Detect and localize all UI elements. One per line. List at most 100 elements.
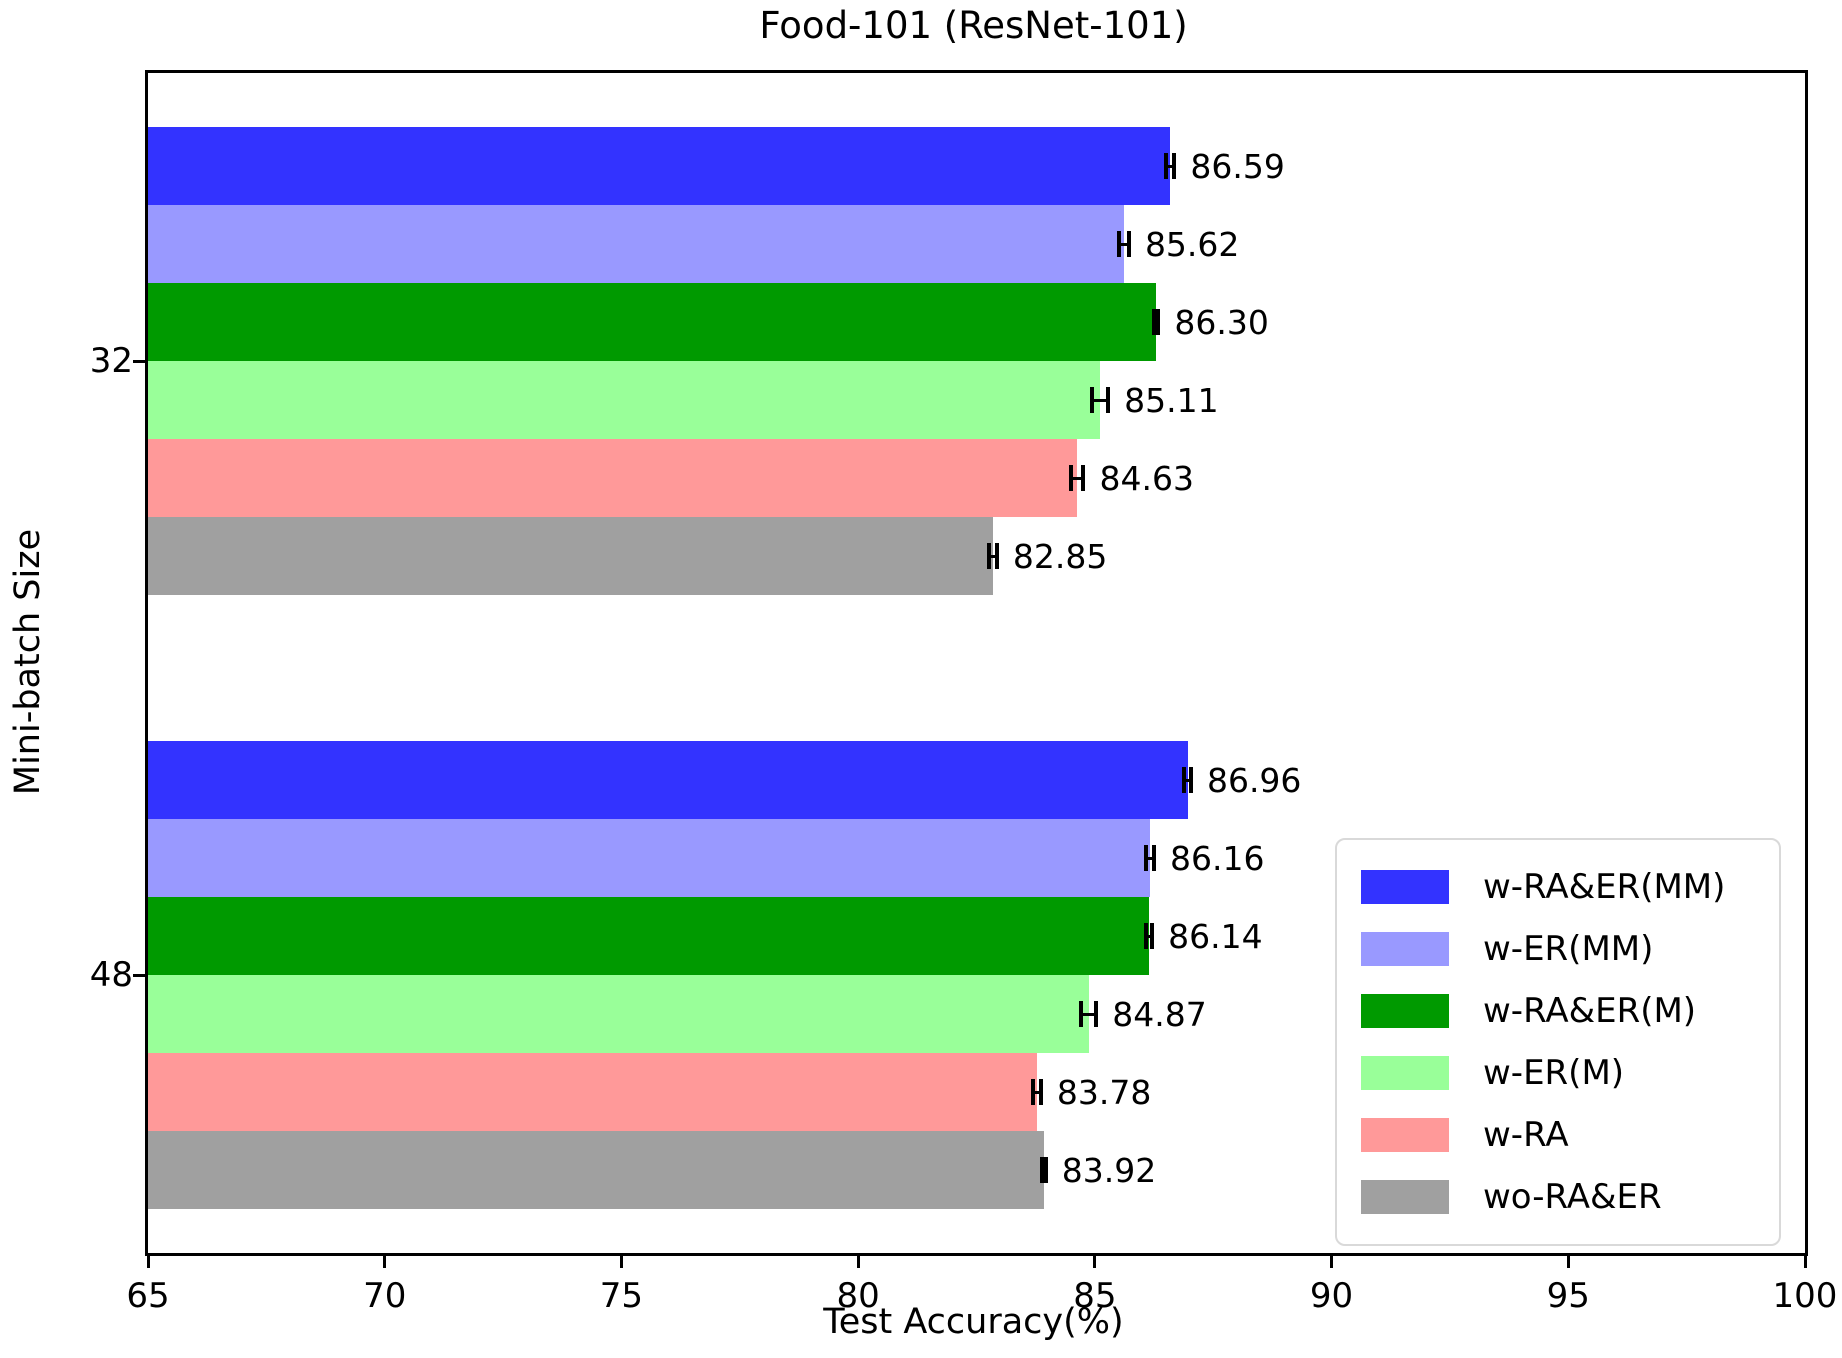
error-bar-cap	[994, 543, 999, 569]
error-bar-cap	[1031, 1079, 1036, 1105]
legend-item-label: w-RA&ER(MM)	[1483, 867, 1726, 907]
x-tick-mark	[1803, 1256, 1807, 1268]
error-bar-cap	[1094, 1001, 1099, 1027]
error-bar	[1092, 398, 1109, 402]
bar-48-w-RA&ER(MM)	[148, 741, 1188, 819]
error-bar-cap	[1188, 767, 1193, 793]
error-bar	[1165, 164, 1175, 168]
y-tick-label: 48	[89, 955, 133, 995]
legend-item-w-RA&ER(MM): w-RA&ER(MM)	[1361, 856, 1779, 918]
y-tick-mark	[133, 973, 145, 977]
legend-swatch	[1361, 1118, 1449, 1152]
legend-item-label: w-RA	[1483, 1115, 1569, 1155]
x-tick-label: 100	[1772, 1276, 1838, 1316]
bar-48-w-ER(M)	[148, 975, 1089, 1053]
error-bar-cap	[1126, 231, 1131, 257]
legend-swatch	[1361, 994, 1449, 1028]
x-tick-mark	[1330, 1256, 1334, 1268]
legend: w-RA&ER(MM) w-ER(MM) w-RA&ER(M) w-ER(M) w-RA…	[1335, 838, 1781, 1246]
plot-area: w-RA&ER(MM) w-ER(MM) w-RA&ER(M) w-ER(M) w-RA…	[90, 70, 1837, 1316]
bar-value-label: 86.16	[1170, 838, 1265, 878]
error-bar-cap	[1117, 231, 1122, 257]
x-tick-mark	[619, 1256, 623, 1268]
bar-32-w-ER(MM)	[148, 205, 1125, 283]
bar-value-label: 85.62	[1144, 224, 1240, 264]
bar-value-label: 82.85	[1012, 536, 1108, 576]
legend-item-label: w-ER(M)	[1483, 1053, 1625, 1093]
x-tick-mark	[383, 1256, 387, 1268]
bar-48-w-RA&ER(M)	[148, 897, 1149, 975]
error-bar-cap	[987, 543, 992, 569]
legend-swatch	[1361, 1180, 1449, 1214]
bar-32-w-RA	[148, 439, 1078, 517]
y-tick-label: 32	[89, 341, 133, 381]
error-bar-cap	[1156, 309, 1161, 335]
error-bar-cap	[1039, 1157, 1044, 1183]
y-tick-mark	[133, 359, 145, 363]
error-bar-cap	[1106, 387, 1111, 413]
x-tick-mark	[1566, 1256, 1570, 1268]
x-tick-mark	[146, 1256, 150, 1268]
x-tick-label: 65	[126, 1276, 170, 1316]
error-bar	[1145, 856, 1155, 860]
bar-32-w-RA&ER(MM)	[148, 127, 1171, 205]
error-bar-cap	[1090, 387, 1095, 413]
error-bar	[1071, 476, 1084, 480]
error-bar-cap	[1079, 1001, 1084, 1027]
chart-title: Food-101 (ResNet-101)	[759, 4, 1188, 47]
bar-value-label: 86.59	[1190, 146, 1285, 186]
bar-value-label: 86.14	[1168, 916, 1263, 956]
bar-value-label: 83.78	[1056, 1072, 1152, 1112]
bar-32-wo-RA&ER	[148, 517, 994, 595]
x-tick-label: 90	[1309, 1276, 1354, 1316]
error-bar-cap	[1143, 845, 1148, 871]
x-tick-mark	[1093, 1256, 1097, 1268]
bar-value-label: 84.87	[1112, 994, 1207, 1034]
error-bar-cap	[1150, 923, 1155, 949]
bar-value-label: 84.63	[1099, 458, 1194, 498]
error-bar-cap	[1172, 153, 1177, 179]
bar-value-label: 86.30	[1174, 302, 1269, 342]
legend-item-w-ER(M): w-ER(M)	[1361, 1042, 1779, 1104]
legend-swatch	[1361, 1056, 1449, 1090]
error-bar-cap	[1163, 153, 1168, 179]
legend-item-w-RA: w-RA	[1361, 1104, 1779, 1166]
error-bar-cap	[1182, 767, 1187, 793]
error-bar-cap	[1152, 845, 1157, 871]
error-bar-cap	[1152, 309, 1157, 335]
error-bar-cap	[1038, 1079, 1043, 1105]
legend-item-label: w-RA&ER(M)	[1483, 991, 1697, 1031]
bar-48-w-RA	[148, 1053, 1038, 1131]
x-tick-label: 85	[1073, 1276, 1117, 1316]
bar-value-label: 86.96	[1206, 760, 1302, 800]
x-tick-label: 80	[836, 1276, 880, 1316]
error-bar-cap	[1043, 1157, 1048, 1183]
bar-value-label: 83.92	[1061, 1150, 1157, 1190]
legend-item-wo-RA&ER: wo-RA&ER	[1361, 1166, 1779, 1228]
error-bar	[1184, 778, 1191, 782]
bar-48-wo-RA&ER	[148, 1131, 1044, 1209]
x-tick-label: 70	[363, 1276, 407, 1316]
x-tick-label: 75	[599, 1276, 644, 1316]
bar-32-w-RA&ER(M)	[148, 283, 1157, 361]
bar-value-label: 85.11	[1124, 380, 1219, 420]
y-axis-label: Mini-batch Size	[8, 528, 48, 796]
error-bar	[1145, 934, 1153, 938]
bar-48-w-ER(MM)	[148, 819, 1150, 897]
x-tick-label: 95	[1546, 1276, 1590, 1316]
error-bar-cap	[1081, 465, 1086, 491]
error-bar	[1119, 242, 1129, 246]
legend-item-label: w-ER(MM)	[1483, 929, 1654, 969]
x-axis-label: Test Accuracy(%)	[823, 1302, 1124, 1342]
legend-swatch	[1361, 932, 1449, 966]
legend-item-w-RA&ER(M): w-RA&ER(M)	[1361, 980, 1779, 1042]
error-bar-cap	[1069, 465, 1074, 491]
legend-swatch	[1361, 870, 1449, 904]
error-bar	[989, 554, 997, 558]
legend-item-w-ER(MM): w-ER(MM)	[1361, 918, 1779, 980]
legend-item-label: wo-RA&ER	[1483, 1177, 1662, 1217]
error-bar	[1033, 1090, 1041, 1094]
x-tick-mark	[856, 1256, 860, 1268]
error-bar	[1081, 1012, 1097, 1016]
